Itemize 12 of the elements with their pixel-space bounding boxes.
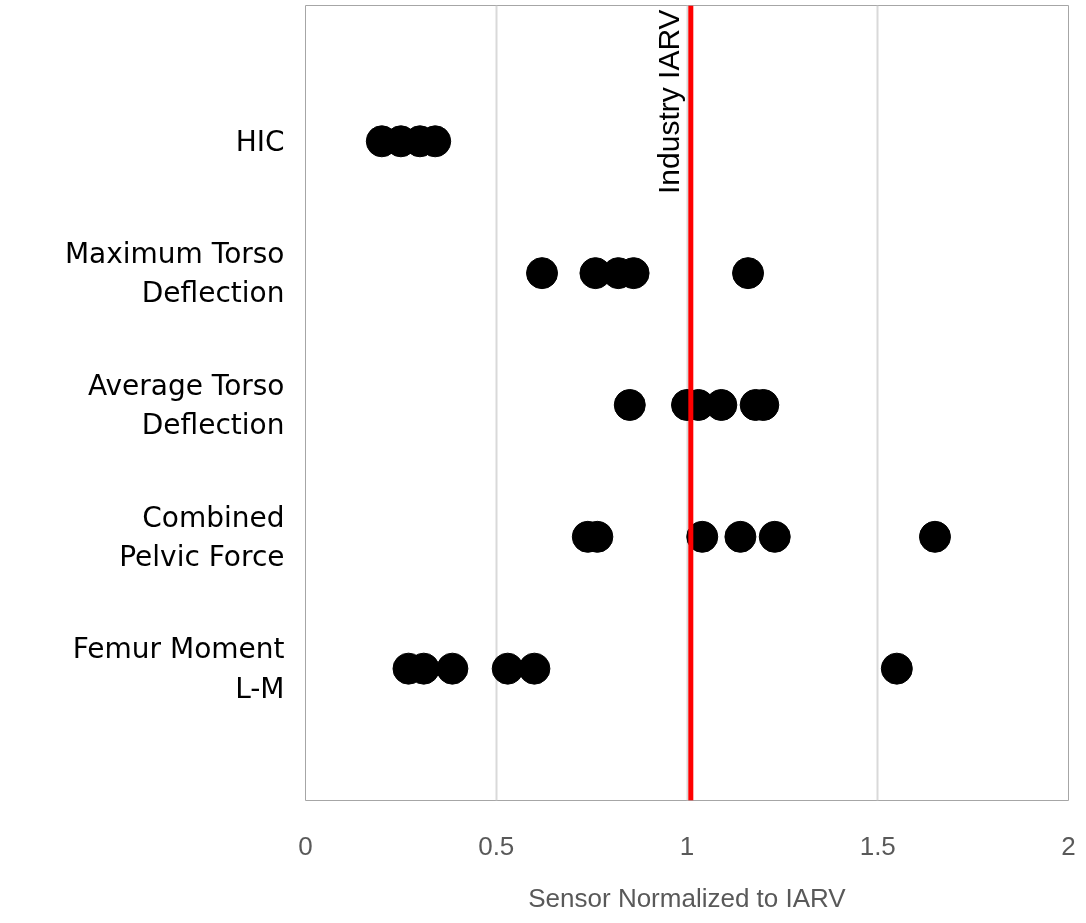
y-tick-label: Femur Moment L-M [72, 632, 285, 705]
x-tick-label: 1 [679, 830, 695, 861]
x-tick-label: 0.5 [478, 830, 515, 861]
y-tick-label: Maximum Torso Deflection [64, 236, 285, 310]
x-tick-label: 0 [298, 830, 313, 861]
ref-line-label: Industry IARV [651, 9, 685, 194]
y-tick-label: Combined Pelvic Force [119, 500, 285, 574]
x-axis-title: Sensor Normalized to IARV [528, 882, 847, 913]
x-tick-label: 2 [1061, 830, 1076, 861]
y-tick-label: Average Torso Deflection [87, 368, 285, 442]
y-tick-label: HIC [235, 124, 285, 158]
x-tick-label: 1.5 [859, 830, 896, 861]
